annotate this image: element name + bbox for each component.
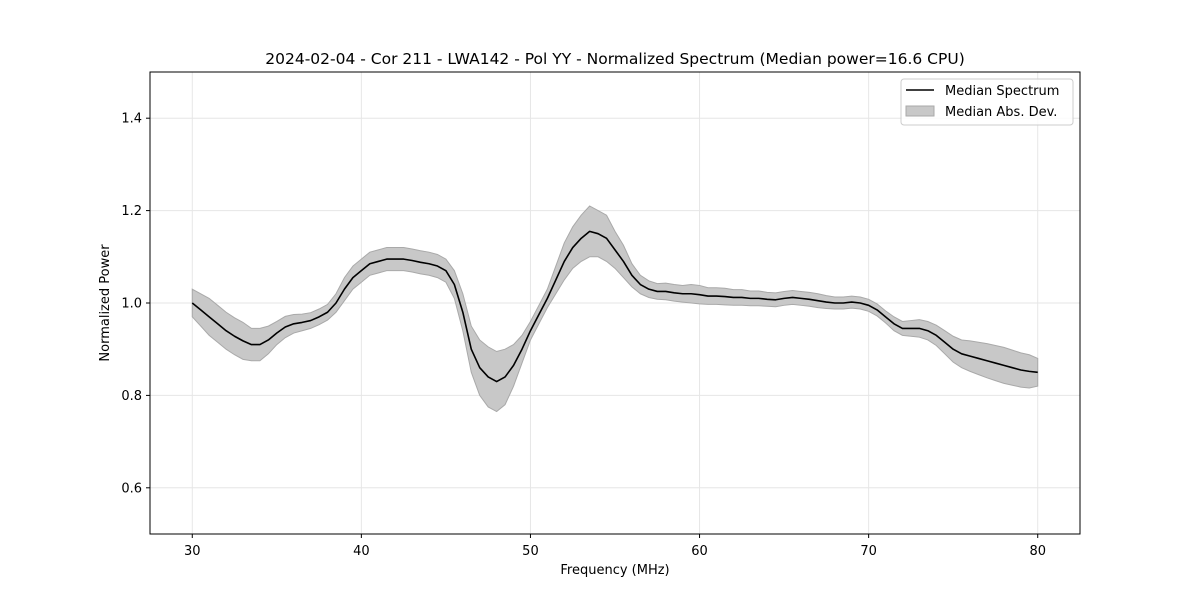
mad-band-layer (191, 205, 1039, 413)
legend-band-swatch (905, 105, 935, 117)
x-tick-label: 60 (691, 544, 708, 559)
x-tick-label: 80 (1029, 544, 1046, 559)
y-tick-label: 0.8 (121, 389, 142, 404)
x-tick-label: 50 (522, 544, 539, 559)
y-tick-label: 0.6 (121, 481, 142, 496)
x-axis-ticks: 30 40 50 60 70 80 (184, 534, 1046, 559)
x-axis-label: Frequency (MHz) (560, 563, 669, 578)
y-axis-ticks: 0.6 0.8 1.0 1.2 1.4 (121, 112, 150, 496)
x-tick-label: 40 (353, 544, 370, 559)
y-tick-label: 1.0 (121, 297, 142, 312)
median-line-layer (191, 230, 1038, 383)
median-spectrum-line (191, 230, 1038, 383)
x-tick-label: 70 (860, 544, 877, 559)
chart-title: 2024-02-04 - Cor 211 - LWA142 - Pol YY -… (265, 50, 965, 68)
legend-entry-median-abs-dev: Median Abs. Dev. (945, 105, 1057, 120)
y-axis-label: Normalized Power (98, 244, 113, 362)
legend: Median Spectrum Median Abs. Dev. (900, 78, 1074, 126)
y-tick-label: 1.4 (121, 112, 142, 127)
legend-entry-median-spectrum: Median Spectrum (945, 84, 1059, 99)
legend-box (900, 78, 1074, 126)
x-tick-label: 30 (184, 544, 201, 559)
mad-band (191, 205, 1039, 413)
y-tick-label: 1.2 (121, 204, 142, 219)
